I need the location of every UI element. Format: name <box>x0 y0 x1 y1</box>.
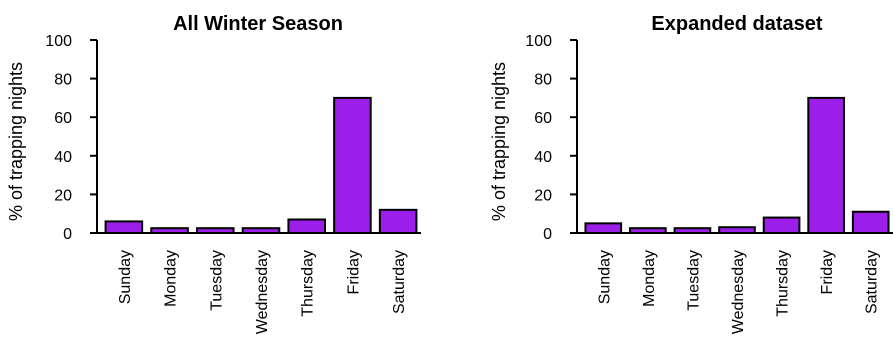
y-axis-label: % of trapping nights <box>489 62 509 221</box>
bar-monday <box>150 227 189 235</box>
y-tick-label: 100 <box>45 33 72 50</box>
y-tick-label: 20 <box>54 187 72 204</box>
chart-title: Expanded dataset <box>651 13 823 35</box>
y-tick-label: 40 <box>534 149 552 166</box>
y-tick-label: 20 <box>534 187 552 204</box>
bar-thursday <box>762 216 801 234</box>
bar-wednesday <box>718 226 756 235</box>
y-tick-label: 80 <box>54 72 72 89</box>
x-tick-label: Monday <box>163 250 180 307</box>
bar-sunday <box>104 220 144 234</box>
y-tick-label: 40 <box>54 149 72 166</box>
x-tick-label: Sunday <box>596 250 613 304</box>
bar-tuesday <box>196 227 235 235</box>
y-tick-label: 0 <box>63 226 72 243</box>
y-tick-label: 60 <box>534 110 552 127</box>
x-tick-label: Wednesday <box>254 250 271 334</box>
chart-panel-2: Expanded dataset % of trapping nights 0 20 4… <box>489 13 893 334</box>
x-tick-label: Thursday <box>300 250 317 317</box>
y-tick-label: 0 <box>543 226 552 243</box>
chart-panel-1: All Winter Season % of trapping nights 0 20… <box>6 13 421 334</box>
y-tick-label: 60 <box>54 110 72 127</box>
y-tick-label: 100 <box>525 33 552 50</box>
x-tick-label: Monday <box>641 250 658 307</box>
x-tick-label: Friday <box>819 250 836 294</box>
bar-wednesday <box>241 227 281 235</box>
x-tick-label: Friday <box>345 250 362 294</box>
x-tick-label: Tuesday <box>685 250 702 311</box>
y-tick-label: 80 <box>534 72 552 89</box>
y-axis-label: % of trapping nights <box>6 62 26 221</box>
x-tick-label: Tuesday <box>208 250 225 311</box>
bar-saturday <box>378 208 418 234</box>
x-tick-label: Saturday <box>391 250 408 314</box>
x-tick-label: Sunday <box>117 250 134 304</box>
bar-tuesday <box>673 227 712 235</box>
bar-saturday <box>851 210 890 235</box>
bar-friday <box>333 96 372 235</box>
x-tick-label: Wednesday <box>730 250 747 334</box>
x-tick-label: Saturday <box>864 250 881 314</box>
chart-title: All Winter Season <box>173 13 343 35</box>
x-tick-label: Thursday <box>775 250 792 317</box>
bar-monday <box>629 227 667 235</box>
bar-thursday <box>287 218 326 235</box>
bar-sunday <box>584 222 623 235</box>
bar-friday <box>807 96 845 235</box>
